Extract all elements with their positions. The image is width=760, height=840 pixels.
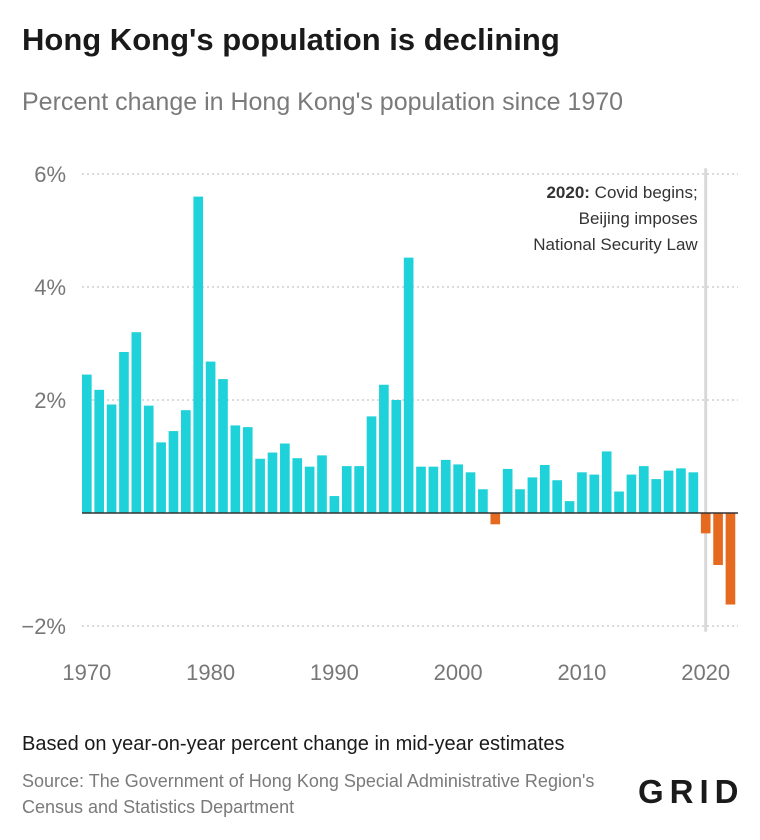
bar-2006 [527,477,538,513]
bar-1980 [205,361,216,513]
bar-1989 [317,455,327,513]
bar-1988 [304,466,315,513]
bar-1971 [94,389,105,513]
bar-1991 [341,466,352,513]
bar-1983 [242,427,253,513]
bar-1982 [230,425,241,513]
y-tick-label-4: 4% [34,275,66,300]
bar-1977 [168,431,179,513]
annotation-text-1: Covid begins; [590,183,698,202]
bar-1974 [131,332,142,513]
bar-1985 [267,452,278,513]
gridlines [82,173,738,627]
bar-2002 [478,489,488,513]
x-tick-label-1980: 1980 [186,660,235,685]
methodology-note: Based on year-on-year percent change in … [22,733,565,755]
bar-2005 [515,489,525,513]
bar-2003 [490,513,501,525]
bars [82,196,736,605]
source-credit: Source: The Government of Hong Kong Spec… [22,771,595,817]
bar-2015 [638,466,649,513]
bar-2007 [539,464,550,513]
bar-2012 [601,451,612,513]
bar-1996 [403,257,414,513]
bar-1994 [379,384,389,513]
bar-2009 [564,501,575,513]
bar-1992 [354,466,364,513]
bar-chart: 6% 4% 2% −2% 1970 1980 1990 2000 2010 2020 2020: … [21,162,738,685]
bar-2021 [713,513,723,565]
bar-1997 [416,466,426,513]
bar-1986 [280,443,290,513]
bar-2016 [651,479,662,513]
bar-1976 [156,442,166,513]
x-tick-label-2020: 2020 [681,660,730,685]
y-tick-label-2: 2% [34,388,66,413]
bar-1999 [440,459,451,513]
bar-2022 [725,513,736,605]
annotation-line-2: Beijing imposes [579,209,698,228]
annotation-year: 2020: [546,183,589,202]
x-tick-label-2010: 2010 [557,660,606,685]
y-tick-label-6: 6% [34,162,66,187]
bar-2011 [589,474,600,513]
bar-1981 [218,379,228,513]
grid-logo: GRID [638,773,745,810]
bar-1995 [391,400,402,513]
chart-subtitle: Percent change in Hong Kong's population… [22,88,624,116]
bar-2001 [465,472,476,513]
chart-title: Hong Kong's population is declining [22,22,560,57]
bar-2000 [453,464,463,513]
bar-1998 [428,466,439,513]
bar-2014 [626,474,637,513]
bar-1978 [181,410,191,513]
bar-2013 [614,491,624,513]
bar-1979 [193,196,204,513]
bar-1975 [143,405,154,513]
bar-1993 [366,416,377,513]
bar-2008 [552,480,562,513]
bar-2019 [688,472,699,513]
annotation-line-3: National Security Law [533,235,698,254]
bar-1984 [255,458,265,513]
bar-1990 [329,496,340,513]
bar-1972 [106,404,117,513]
bar-1987 [292,458,303,513]
bar-2018 [676,468,686,513]
bar-1973 [119,351,129,513]
bar-2010 [577,472,587,513]
x-tick-label-1990: 1990 [310,660,359,685]
bar-2017 [663,470,674,513]
bar-2004 [502,468,513,513]
bar-2020 [700,513,711,534]
x-tick-label-1970: 1970 [62,660,111,685]
y-tick-label--2: −2% [21,614,66,639]
bar-1970 [82,374,92,513]
axes: 6% 4% 2% −2% 1970 1980 1990 2000 2010 2020 [21,162,738,685]
annotation-line-1: 2020: Covid begins; [546,183,697,202]
x-tick-label-2000: 2000 [434,660,483,685]
